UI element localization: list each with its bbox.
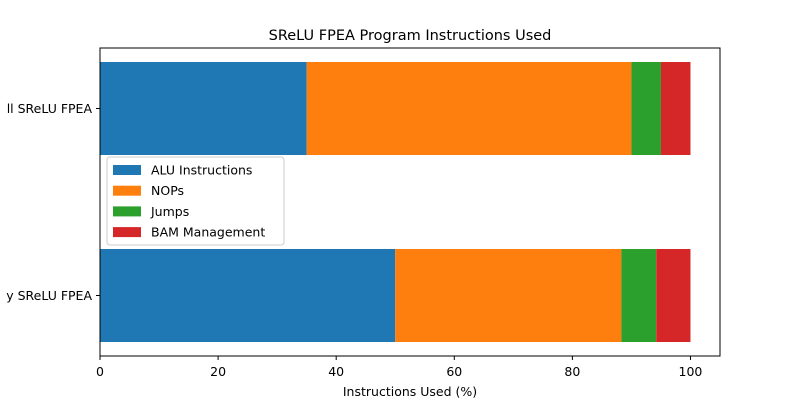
legend-swatch [113,185,141,196]
bar-segment [660,62,691,155]
legend-label: ALU Instructions [151,163,252,178]
legend-box [106,156,285,246]
bar-segment [621,249,657,342]
x-tick-label: 80 [564,364,580,379]
x-tick-label: 40 [328,364,344,379]
x-axis-label: Instructions Used (%) [343,384,477,399]
legend: ALU Instructions NOPs Jumps BAM Management [106,156,285,246]
x-tick-label: 20 [210,364,226,379]
legend-swatch [113,165,141,175]
x-tick-label: 100 [679,364,703,379]
bar-segment [100,62,307,155]
chart-title: SReLU FPEA Program Instructions Used [269,28,552,44]
bar-segment [395,249,622,342]
y-axis: ll SReLU FPEA y SReLU FPEA [6,101,100,303]
bar-segment [631,62,661,155]
bar-segment [656,249,691,342]
plot-frame [99,47,721,357]
legend-label: BAM Management [151,225,265,240]
bar-segment [306,62,632,155]
legend-label: NOPs [151,183,184,198]
x-axis: 0 20 40 60 80 100 [96,356,702,379]
bars-layer [100,62,691,342]
x-tick-label: 60 [446,364,462,379]
legend-label: Jumps [150,204,189,219]
y-tick-label: y SReLU FPEA [6,288,92,303]
bar-segment [100,249,396,342]
legend-swatch [113,227,141,238]
legend-swatch [113,206,141,217]
x-tick-label: 0 [96,364,104,379]
y-tick-label: ll SReLU FPEA [7,101,93,116]
